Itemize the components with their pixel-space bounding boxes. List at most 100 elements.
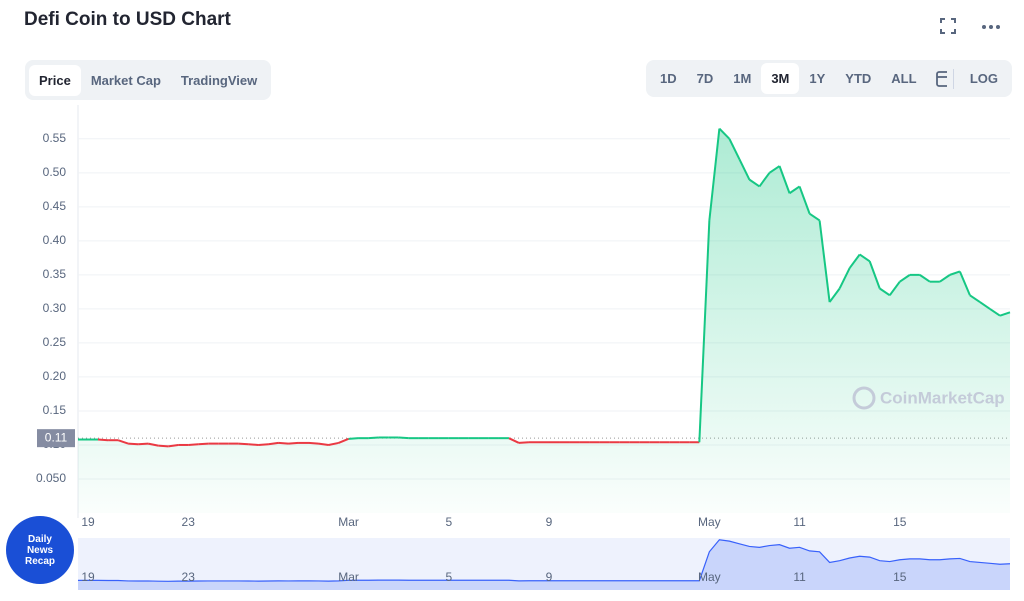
price-segment — [999, 311, 1011, 317]
chart: 0.0500.100.150.200.250.300.350.400.450.5… — [36, 105, 1011, 590]
range-button[interactable]: 1M — [733, 71, 752, 86]
price-segment — [348, 437, 359, 440]
price-segment — [939, 274, 951, 283]
y-tick-label: 0.35 — [43, 267, 67, 281]
price-segment — [768, 165, 781, 174]
navigator-line — [78, 539, 1011, 582]
range-button[interactable]: 3M — [761, 63, 800, 94]
y-tick-label: 0.20 — [43, 369, 67, 383]
y-tick-label: 0.15 — [43, 403, 67, 417]
price-segment — [117, 439, 129, 445]
badge: Daily News Recap — [6, 516, 74, 584]
tab[interactable]: Market Cap — [90, 72, 161, 88]
price-segment — [368, 436, 379, 440]
more-icon[interactable] — [982, 25, 1000, 29]
badge-text: News — [26, 544, 54, 556]
price-segment — [158, 444, 169, 448]
price-segment — [188, 443, 199, 446]
range-button[interactable]: 7D — [696, 71, 714, 86]
price-segment — [718, 127, 731, 140]
price-segment — [258, 443, 269, 446]
price-segment — [919, 274, 931, 283]
price-segment — [147, 442, 159, 447]
y-tick-label: 0.30 — [43, 301, 67, 315]
badge-text: Daily — [28, 533, 52, 545]
y-tick-label: 0.55 — [43, 131, 67, 145]
price-segment — [888, 281, 901, 296]
y-tick-label: 0.50 — [43, 165, 67, 179]
price-segment — [728, 138, 741, 160]
price-segment — [318, 442, 329, 446]
tab[interactable]: TradingView — [180, 72, 258, 88]
x-tick-label: 9 — [546, 515, 553, 529]
price-segment — [949, 270, 961, 276]
navigator-area — [78, 539, 1010, 590]
price-segment — [879, 287, 891, 297]
price-segment — [128, 442, 139, 446]
price-segment — [698, 220, 711, 443]
range-button[interactable]: 1Y — [809, 71, 826, 86]
x-tick-label: May — [698, 515, 721, 529]
range-group: 1D 7D 1M 3M 1Y YTD ALL LOG — [646, 60, 1012, 97]
price-area — [78, 128, 1010, 513]
navigator-tick-label: May — [698, 570, 721, 584]
x-tick-label: 11 — [793, 515, 806, 529]
navigator-tick-label: 15 — [893, 570, 907, 584]
price-segment — [778, 165, 791, 194]
separator — [953, 68, 954, 89]
range-button[interactable]: 1D — [660, 71, 677, 86]
badge-text: Recap — [24, 555, 55, 567]
tab[interactable]: Price — [29, 64, 81, 96]
price-segment — [708, 128, 721, 221]
price-segment — [748, 178, 761, 188]
price-segment — [899, 274, 911, 283]
log-button[interactable]: LOG — [969, 71, 998, 86]
price-segment — [989, 308, 1001, 317]
price-segment — [868, 260, 881, 289]
navigator-tick-label: 5 — [445, 570, 452, 584]
navigator-tick-label: Mar — [338, 570, 359, 584]
price-segment — [859, 253, 871, 263]
y-tick-label: 0.25 — [43, 335, 67, 349]
price-segment — [338, 437, 349, 444]
price-segment — [198, 442, 209, 446]
range-button[interactable]: YTD — [845, 71, 872, 86]
x-tick-label: 23 — [182, 515, 196, 529]
price-segment — [848, 253, 861, 269]
calendar-icon[interactable] — [927, 69, 948, 89]
x-tick-label: 19 — [81, 515, 95, 529]
price-segment — [838, 267, 851, 289]
navigator-tick-label: 9 — [546, 570, 553, 584]
y-tick-label: 0.45 — [43, 199, 67, 213]
watermark: CoinMarketCap — [880, 388, 1005, 407]
price-segment — [758, 172, 771, 188]
price-segment — [818, 220, 831, 303]
price-segment — [828, 287, 841, 303]
price-segment — [518, 441, 530, 444]
watermark-logo — [852, 386, 876, 410]
price-segment — [308, 441, 319, 445]
price-segment — [97, 438, 109, 442]
price-segment — [138, 442, 149, 446]
x-tick-label: Mar — [338, 515, 359, 529]
price-segment — [958, 271, 971, 296]
price-segment — [798, 186, 811, 214]
navigator-tick-label: 19 — [81, 570, 95, 584]
price-segment — [288, 441, 299, 445]
navigator-tick-label: 23 — [182, 570, 196, 584]
price-tag — [37, 429, 75, 448]
price-segment — [508, 437, 520, 444]
x-tick-label: 15 — [893, 515, 907, 529]
range-button[interactable]: ALL — [891, 71, 917, 86]
price-segment — [398, 436, 409, 440]
fullscreen-icon[interactable] — [940, 18, 956, 34]
price-segment — [248, 443, 259, 446]
price-tag-label: 0.11 — [45, 430, 68, 444]
icons — [940, 18, 1000, 34]
navigator-tick-label: 11 — [793, 570, 806, 584]
price-segment — [278, 441, 289, 445]
x-tick-label: 5 — [445, 515, 452, 529]
price-segment — [788, 185, 801, 195]
y-tick-label: 0.050 — [36, 471, 66, 485]
